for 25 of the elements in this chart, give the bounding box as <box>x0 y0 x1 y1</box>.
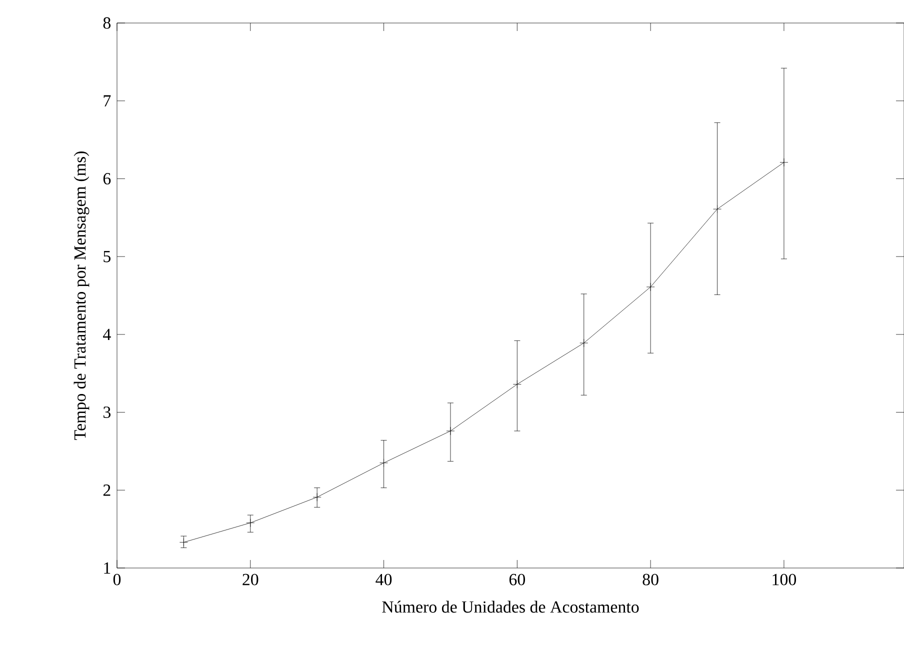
x-axis-title: Número de Unidades de Acostamento <box>382 600 639 613</box>
y-tick-label: 4 <box>103 328 111 340</box>
point <box>646 282 655 292</box>
point <box>312 492 322 502</box>
point <box>580 338 588 348</box>
x-tick-label: 20 <box>242 574 258 586</box>
point <box>246 518 255 528</box>
y-tick-label: 8 <box>103 17 111 29</box>
x-tick-label: 0 <box>113 574 121 586</box>
y-axis-title: Tempo de Tratamento por Mensagem (ms) <box>74 152 90 440</box>
x-tick-label: 100 <box>772 574 796 586</box>
point <box>380 458 388 468</box>
y-tick-label: 3 <box>104 406 110 418</box>
x-tick-label: 80 <box>642 574 658 586</box>
point <box>446 426 455 436</box>
point <box>780 158 788 167</box>
x-tick-label: 60 <box>509 574 526 586</box>
y-tick-label: 2 <box>103 484 110 496</box>
y-tick-label: 5 <box>104 250 110 262</box>
y-tick-label: 7 <box>104 95 111 106</box>
point <box>713 204 722 214</box>
y-tick-label: 1 <box>104 562 110 574</box>
point <box>512 380 522 388</box>
y-tick-label: 6 <box>103 173 111 184</box>
x-tick-label: 40 <box>376 574 392 586</box>
